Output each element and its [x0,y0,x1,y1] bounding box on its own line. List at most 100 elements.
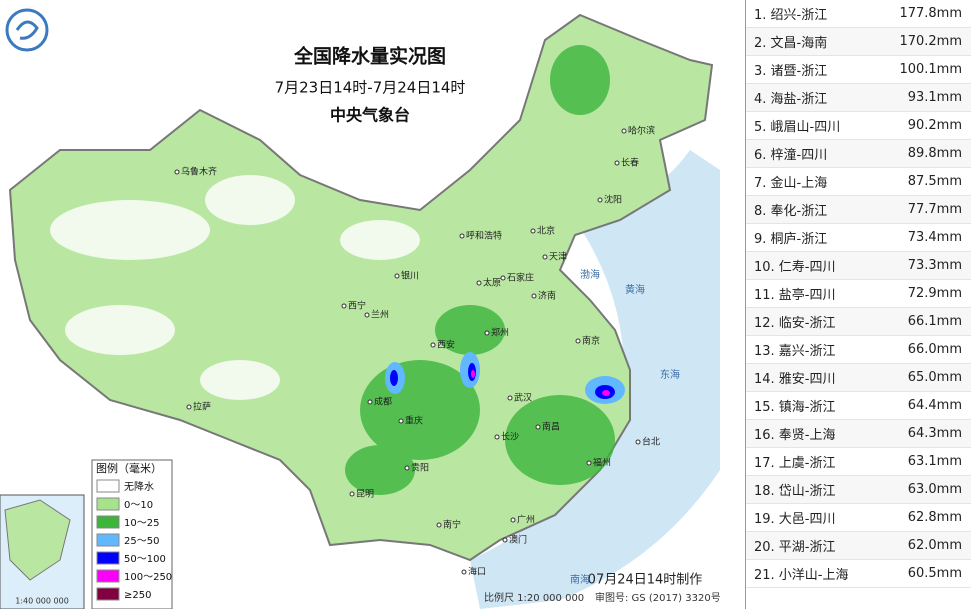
table-row: 2. 文昌-海南 170.2mm [746,28,971,56]
dry-areas [50,175,420,400]
rainfall: 87.5mm [907,174,962,189]
city-label: 长春 [621,157,639,169]
rainfall: 73.3mm [907,258,962,273]
sea-label: 黄海 [625,283,645,296]
rainfall: 64.3mm [907,426,962,441]
city-label: 石家庄 [507,272,534,284]
station: 3. 诸暨-浙江 [754,64,828,79]
city-dot [635,439,641,445]
inset-land [4,499,71,581]
station: 17. 上虞-浙江 [754,456,836,471]
scale-note: 比例尺 1:20 000 000 [484,591,584,604]
city-label: 成都 [374,396,392,408]
station: 2. 文昌-海南 [754,36,828,51]
legend-label: 100～250 [124,572,172,583]
station: 5. 峨眉山-四川 [754,120,841,135]
table-row: 16. 奉贤-上海 64.3mm [746,420,971,448]
city-label: 哈尔滨 [628,125,655,137]
legend-swatch [96,551,120,565]
legend-swatch [96,479,120,493]
ranking-table: 1. 绍兴-浙江 177.8mm 2. 文昌-海南 170.2mm 3. 诸暨-浙江 10… [745,0,971,609]
legend-swatch [96,497,120,511]
city-dot [542,254,548,260]
city-dot [349,491,355,497]
city-label: 长沙 [501,431,519,443]
station: 8. 奉化-浙江 [754,204,828,219]
rainfall: 62.0mm [907,538,962,553]
city-dot [500,275,506,281]
table-row: 17. 上虞-浙江 63.1mm [746,448,971,476]
rainfall: 63.0mm [907,482,962,497]
rainfall: 100.1mm [899,62,962,77]
legend-label: 0～10 [124,500,153,511]
legend-swatch [96,569,120,583]
rainfall: 89.8mm [907,146,962,161]
city-dot [430,342,436,348]
city-dot [484,330,490,336]
sea-label: 渤海 [580,268,600,281]
city-label: 台北 [642,436,660,448]
rainfall: 66.0mm [907,342,962,357]
station: 13. 嘉兴-浙江 [754,344,836,359]
map: 全国降水量实况图 7月23日14时-7月24日14时 中央气象台 1:40 00… [0,8,721,609]
city-label: 广州 [517,514,535,526]
city-label: 武汉 [514,392,532,404]
station: 16. 奉贤-上海 [754,428,836,443]
rainfall: 72.9mm [907,286,962,301]
legend-label: 无降水 [124,480,154,493]
city-label: 昆明 [356,489,374,500]
legend-swatch [96,515,120,529]
station: 21. 小洋山-上海 [754,568,849,583]
table-row: 11. 盐亭-四川 72.9mm [746,280,971,308]
city-label: 银川 [401,270,419,282]
station: 14. 雅安-四川 [754,372,836,387]
sea-label: 南海 [570,573,590,586]
city-dot [367,399,373,405]
title: 全国降水量实况图 [293,45,446,68]
station: 11. 盐亭-四川 [754,288,836,303]
city-dot [398,418,404,424]
table-row: 8. 奉化-浙江 77.7mm [746,196,971,224]
city-label: 南宁 [443,519,461,531]
legend-swatch [96,533,120,547]
rainfall: 64.4mm [907,398,962,413]
rainfall: 77.7mm [907,202,962,217]
city-label: 天津 [549,252,567,263]
station: 18. 岱山-浙江 [754,484,836,499]
sea [470,150,720,609]
city-label: 南昌 [542,421,560,433]
table-row: 3. 诸暨-浙江 100.1mm [746,56,971,84]
city-label: 兰州 [371,309,389,321]
rainfall: 170.2mm [899,34,962,49]
city-dot [535,424,541,430]
station: 6. 梓潼-四川 [754,148,828,163]
table-row: 1. 绍兴-浙江 177.8mm [746,0,971,28]
city-dot [494,434,500,440]
city-label: 济南 [538,290,556,302]
table-row: 15. 镇海-浙江 64.4mm [746,392,971,420]
made-note: 07月24日14时制作 [588,573,703,588]
city-label: 北京 [537,225,555,237]
legend-label: ≥250 [124,590,151,601]
rainfall: 65.0mm [907,370,962,385]
rainfall: 60.5mm [907,566,962,581]
table-row: 19. 大邑-四川 62.8mm [746,504,971,532]
table-row: 5. 峨眉山-四川 90.2mm [746,112,971,140]
table-row: 18. 岱山-浙江 63.0mm [746,476,971,504]
city-dot [510,517,516,523]
city-label: 贵阳 [411,462,429,474]
approval-note: 审图号: GS (2017) 3320号 [595,591,721,604]
station: 1. 绍兴-浙江 [754,8,828,23]
city-dot [186,404,192,410]
table-row: 21. 小洋山-上海 60.5mm [746,560,971,588]
city-label: 沈阳 [604,194,622,206]
city-label: 福州 [593,457,611,469]
city-dot [530,228,536,234]
city-label: 呼和浩特 [466,230,502,242]
city-dot [436,522,442,528]
legend-swatch [96,587,120,601]
table-row: 20. 平湖-浙江 62.0mm [746,532,971,560]
organization: 中央气象台 [330,106,410,125]
station: 20. 平湖-浙江 [754,540,836,555]
